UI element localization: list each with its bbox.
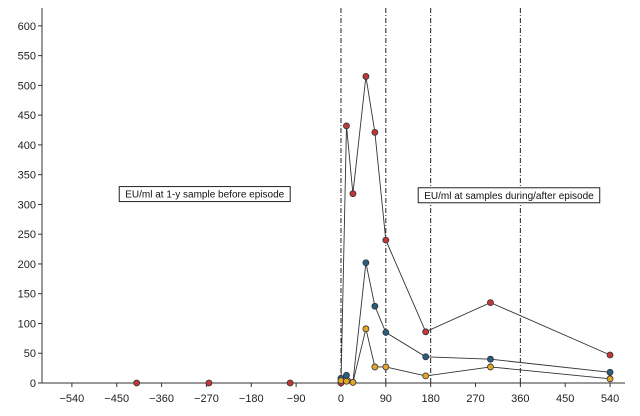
series-3-point	[371, 363, 379, 371]
series-1-point	[133, 379, 141, 387]
series-3-point	[487, 363, 494, 371]
x-tick-label: −540	[60, 393, 85, 405]
series-2-point	[422, 353, 430, 361]
y-tick-label: 500	[18, 80, 36, 92]
series-3-point	[337, 377, 345, 385]
series-1-point	[371, 129, 379, 136]
series-3-point	[606, 375, 614, 383]
series-1-point	[205, 379, 213, 387]
series-1-point	[349, 190, 357, 198]
y-tick-label: 400	[18, 140, 36, 152]
series-2-point	[362, 259, 370, 267]
series-1-point	[362, 73, 370, 80]
y-tick-label: 350	[18, 170, 36, 182]
annotation-text: EU/ml at 1-y sample before episode	[125, 190, 284, 201]
series-line-2	[340, 262, 611, 384]
series-2-point	[487, 355, 494, 363]
series-2-point	[606, 368, 614, 376]
series-group	[133, 73, 614, 387]
y-tick-label: 0	[30, 378, 36, 390]
y-tick-label: 550	[18, 51, 36, 63]
y-tick-label: 100	[18, 318, 36, 330]
series-3-point	[382, 363, 390, 371]
y-tick-label: 150	[18, 289, 36, 301]
x-tick-label: 270	[466, 393, 484, 405]
annotation-frame	[417, 187, 601, 204]
y-axis: 0 50 100 150 200 250 300 350 400 450 500 550 600	[18, 8, 43, 390]
y-tick-label: 450	[18, 110, 36, 122]
series-3-point	[343, 377, 350, 385]
series-3-point	[422, 372, 430, 380]
series-1-point	[606, 351, 614, 359]
x-tick-label: 90	[380, 393, 392, 405]
x-tick-label: 450	[556, 393, 574, 405]
annotation-frame	[118, 186, 291, 203]
y-tick-label: 200	[18, 259, 36, 271]
y-tick-label: 600	[18, 21, 36, 33]
x-axis: −540 −450 −360 −270 −180 −90 0 90 180 270 360 450 54…	[42, 382, 625, 405]
annotation-text: EU/ml at samples during/after episode	[424, 191, 594, 202]
series-2-point	[382, 329, 390, 336]
x-tick-label: 360	[511, 393, 529, 405]
annotation-box: EU/ml at 1-y sample before episode	[118, 186, 291, 203]
series-2-point	[371, 302, 379, 310]
series-3-point	[349, 379, 357, 386]
series-3-point	[362, 325, 370, 333]
y-tick-label: 50	[24, 348, 36, 360]
x-tick-label: −180	[239, 393, 264, 405]
annotation-box: EU/ml at samples during/after episode	[417, 187, 601, 204]
x-tick-label: −270	[194, 393, 219, 405]
x-tick-label: 540	[601, 393, 619, 405]
series-line-1	[136, 76, 611, 384]
x-tick-label: 180	[421, 393, 439, 405]
series-1-point	[487, 299, 494, 307]
y-tick-label: 300	[18, 199, 36, 211]
series-1-point	[422, 328, 430, 336]
y-tick-label: 250	[18, 229, 36, 241]
series-2-point	[343, 371, 350, 379]
series-1-point	[343, 122, 350, 130]
series-1-point	[286, 379, 294, 387]
annotations: EU/ml at 1-y sample before episode EU/ml …	[118, 186, 601, 204]
x-tick-label: −90	[287, 393, 306, 405]
x-tick-label: −360	[149, 393, 174, 405]
series-1-point	[382, 236, 390, 244]
x-tick-label: 0	[338, 393, 344, 405]
x-tick-label: −450	[104, 393, 129, 405]
